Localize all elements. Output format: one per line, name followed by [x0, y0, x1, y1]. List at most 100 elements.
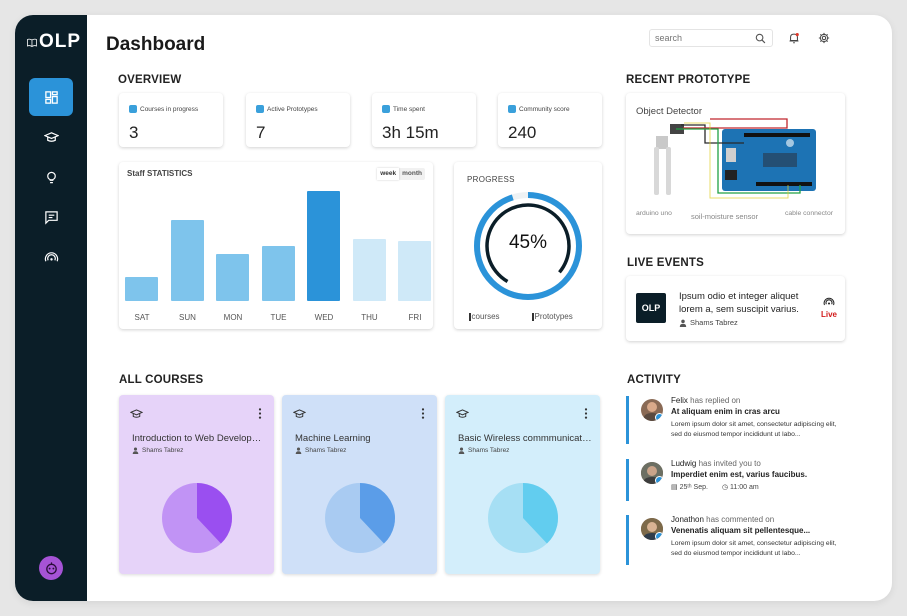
progress-title: PROGRESS	[467, 175, 515, 184]
toggle-month[interactable]: month	[402, 170, 422, 177]
progress-ring	[474, 192, 582, 300]
stat-value: 3	[129, 123, 139, 142]
bar-thu[interactable]	[352, 239, 386, 301]
book-icon	[27, 38, 37, 47]
calendar-icon: ▤	[671, 484, 678, 491]
live-events-heading: LIVE EVENTS	[627, 257, 704, 269]
dashboard-icon	[44, 90, 58, 104]
graduation-cap-icon	[43, 131, 59, 142]
event-author: Shams Tabrez	[690, 318, 738, 327]
gear-icon	[818, 32, 830, 44]
sidebar-item-live[interactable]	[29, 238, 73, 276]
lightbulb-icon	[46, 171, 56, 183]
course-card[interactable]: Introduction to Web Development Shams Tab…	[119, 395, 274, 574]
course-author: Shams Tabrez	[305, 447, 347, 454]
clock-icon: ◷	[721, 484, 729, 491]
activity-item[interactable]: Felix has replied on At aliquam enim in …	[626, 396, 846, 444]
course-title: Introduction to Web Development	[132, 433, 267, 444]
prototype-card[interactable]: Object Detector arduino uno soil-moistur…	[626, 93, 845, 234]
course-card[interactable]: Machine Learning Shams Tabrez	[282, 395, 437, 574]
stat-card-time[interactable]: Time spent 3h 15m	[372, 93, 476, 147]
sidebar-item-courses[interactable]	[29, 118, 73, 156]
live-event-card[interactable]: OLP Ipsum odio et integer aliquet lorem …	[626, 276, 845, 341]
stat-value: 7	[256, 123, 266, 142]
bell-icon	[789, 33, 799, 44]
progress-card: PROGRESS 45% courses Prototypes	[454, 162, 602, 329]
broadcast-icon	[44, 251, 58, 261]
stat-icon	[256, 105, 264, 113]
activity-badge	[655, 532, 663, 540]
stat-card-courses[interactable]: Courses in progress 3	[119, 93, 223, 147]
activity-subject: At aliquam enim in cras arcu	[671, 407, 780, 416]
notifications-button[interactable]	[786, 30, 802, 46]
activity-item[interactable]: Jonathon has commented on Venenatis aliq…	[626, 515, 846, 565]
bar-sun[interactable]	[170, 219, 204, 301]
sidebar-item-messages[interactable]	[29, 198, 73, 236]
bar-mon[interactable]	[216, 253, 249, 301]
sidebar-item-dashboard[interactable]	[29, 78, 73, 116]
activity-action: has commented on	[706, 515, 775, 524]
activity-time: 11:00 am	[730, 484, 759, 491]
avatar	[641, 462, 663, 484]
activity-action: has replied on	[690, 396, 741, 405]
toggle-week[interactable]: week	[377, 168, 400, 180]
live-badge[interactable]: Live	[819, 296, 839, 319]
all-courses-heading: ALL COURSES	[119, 374, 204, 386]
activity-body: Lorem ipsum dolor sit amet, consectetur …	[671, 421, 837, 438]
more-options-icon[interactable]	[258, 408, 262, 419]
more-options-icon[interactable]	[421, 408, 425, 419]
bar-tue[interactable]	[261, 246, 295, 301]
user-avatar[interactable]	[39, 556, 63, 580]
person-icon	[295, 447, 302, 454]
search-input[interactable]	[655, 33, 755, 43]
app-logo[interactable]: OLP	[27, 31, 81, 53]
stat-value: 3h 15m	[382, 123, 439, 142]
legend-courses: courses	[469, 312, 500, 321]
activity-body: Lorem ipsum dolor sit amet, consectetur …	[671, 540, 837, 557]
legend-prototypes: Prototypes	[532, 312, 573, 321]
search-icon[interactable]	[755, 33, 766, 44]
x-tick-label: SUN	[179, 313, 196, 322]
x-tick-label: THU	[361, 313, 378, 322]
stat-label: Courses in progress	[140, 105, 199, 113]
settings-button[interactable]	[816, 30, 832, 46]
activity-subject: Imperdiet enim est, varius faucibus.	[671, 470, 808, 479]
sidebar-item-ideas[interactable]	[29, 158, 73, 196]
stat-label: Active Prototypes	[267, 105, 318, 113]
course-author: Shams Tabrez	[142, 447, 184, 454]
prototype-name: Object Detector	[636, 106, 702, 117]
progress-value: 45%	[508, 232, 548, 253]
label-sensor: soil-moisture sensor	[691, 212, 759, 221]
pie-slice-progress	[360, 483, 395, 544]
recent-prototype-heading: RECENT PROTOTYPE	[626, 74, 751, 86]
course-card[interactable]: Basic Wireless commmunication Shams Tabre…	[445, 395, 600, 574]
graduation-cap-icon	[293, 409, 306, 418]
search-box[interactable]	[649, 29, 773, 47]
event-logo: OLP	[636, 293, 666, 323]
stat-card-prototypes[interactable]: Active Prototypes 7	[246, 93, 350, 147]
statistics-card: Staff STATISTICS week month SAT SUN MON TUE…	[119, 162, 433, 329]
activity-item[interactable]: Ludwig has invited you to Imperdiet enim…	[626, 459, 846, 501]
stat-card-community[interactable]: Community score 240	[498, 93, 602, 147]
stat-icon	[382, 105, 390, 113]
person-icon	[132, 447, 139, 454]
page-title: Dashboard	[106, 34, 206, 55]
x-tick-label: WED	[314, 313, 334, 322]
bar-wed[interactable]	[307, 191, 340, 301]
more-options-icon[interactable]	[584, 408, 588, 419]
person-icon	[679, 319, 687, 327]
x-tick-label: MON	[223, 313, 243, 322]
graduation-cap-icon	[130, 409, 143, 418]
progress-ring-arc	[474, 192, 582, 300]
course-title: Basic Wireless commmunication	[458, 433, 593, 444]
activity-user: Ludwig	[671, 459, 697, 468]
period-toggle[interactable]: week month	[377, 168, 425, 180]
bar-sat[interactable]	[125, 276, 158, 301]
course-progress-pie	[488, 483, 558, 553]
stat-label: Time spent	[393, 105, 425, 113]
activity-user: Felix	[671, 396, 688, 405]
bar-fri[interactable]	[398, 240, 431, 301]
overview-heading: OVERVIEW	[118, 74, 182, 86]
avatar	[641, 518, 663, 540]
prototype-circuit-image	[654, 118, 816, 199]
